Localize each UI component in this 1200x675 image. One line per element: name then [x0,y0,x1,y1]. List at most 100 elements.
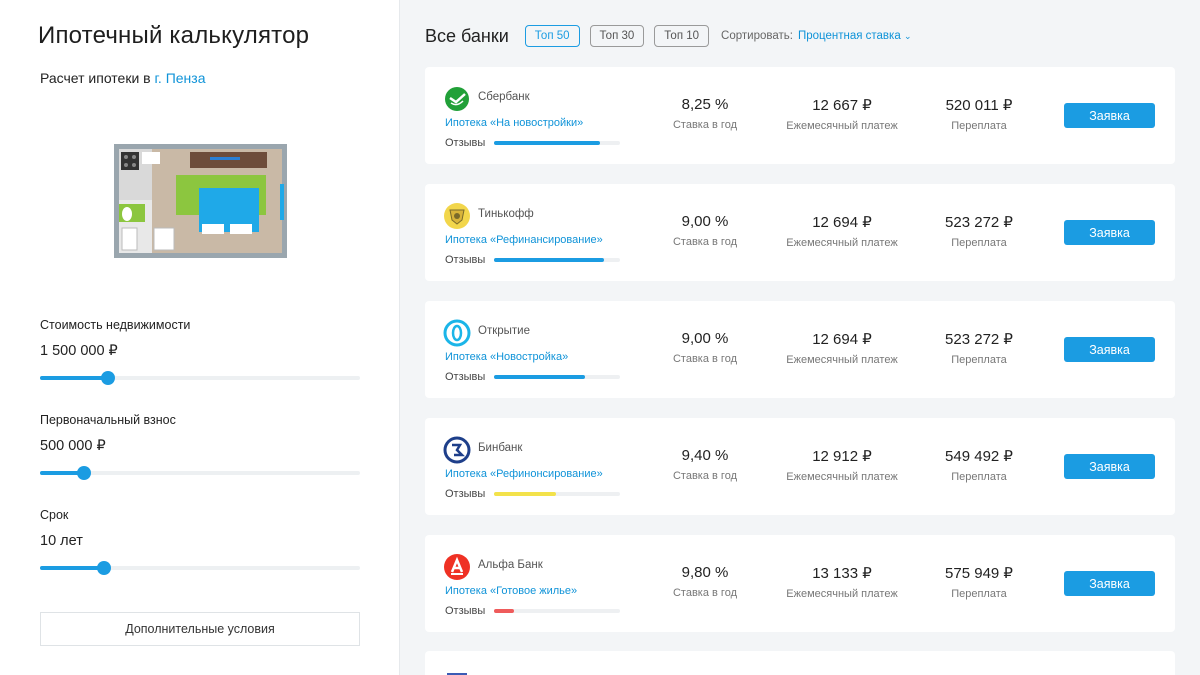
additional-conditions-button[interactable]: Дополнительные условия [40,612,360,646]
rate-value: 9,80 % [681,564,729,581]
tab-top-10[interactable]: Топ 10 [654,25,710,47]
reviews-rating-bar [494,258,620,262]
mortgage-product-link[interactable]: Ипотека «На новостройки» [445,117,584,129]
overpay-column: 575 949 ₽ Переплата [929,564,1029,600]
overpay-caption: Переплата [951,120,1007,132]
overpay-caption: Переплата [951,354,1007,366]
payment-value: 12 694 ₽ [812,331,872,348]
overpay-column: 549 492 ₽ Переплата [929,447,1029,483]
apply-button[interactable]: Заявка [1064,220,1155,245]
bank-logo-icon [443,436,471,464]
payment-column: 13 133 ₽ Ежемесячный платеж [777,564,907,600]
page-title: Ипотечный калькулятор [38,22,310,49]
all-banks-title: Все банки [425,25,509,46]
slider-handle[interactable] [97,561,111,575]
down-payment-slider[interactable] [40,466,360,480]
reviews-label: Отзывы [445,371,486,383]
property-price-value: 1 500 000 ₽ [40,343,118,359]
payment-column: 12 694 ₽ Ежемесячный платеж [777,330,907,366]
reviews-rating-bar [494,609,620,613]
reviews-rating-fill [494,375,585,379]
city-line: Расчет ипотеки в г. Пенза [40,70,205,86]
slider-fill [40,566,104,570]
slider-fill [40,471,85,475]
slider-handle[interactable] [77,466,92,480]
chevron-down-icon: ⌄ [903,31,912,41]
rate-caption: Ставка в год [672,119,737,131]
rate-column: 8,25 % Ставка в год [655,96,755,131]
sort-dropdown[interactable]: Процентная ставка ⌄ [798,30,912,42]
rate-value: 9,00 % [681,213,729,230]
payment-value: 12 667 ₽ [812,97,872,114]
payment-caption: Ежемесячный платеж [786,120,898,132]
reviews-label: Отзывы [445,254,486,266]
tab-top-30[interactable]: Топ 30 [589,25,645,47]
slider-handle[interactable] [101,371,116,385]
payment-value: 12 694 ₽ [812,214,872,231]
apply-button[interactable]: Заявка [1064,337,1155,362]
sort-value: Процентная ставка [797,30,901,42]
reviews-label: Отзывы [445,488,486,500]
rate-column: 9,00 % Ставка в год [655,213,755,248]
overpay-caption: Переплата [951,237,1007,249]
mortgage-product-link[interactable]: Ипотека «Рефинонсирование» [445,468,603,480]
overpay-value: 523 272 ₽ [945,331,1013,348]
city-link[interactable]: г. Пенза [154,70,206,86]
overpay-value: 523 272 ₽ [945,214,1013,231]
payment-caption: Ежемесячный платеж [786,588,898,600]
rate-column: 9,40 % Ставка в год [655,447,755,482]
apply-button[interactable]: Заявка [1064,103,1155,128]
overpay-column: 520 011 ₽ Переплата [929,96,1029,132]
payment-caption: Ежемесячный платеж [786,237,898,249]
bank-name: Альфа Банк [478,559,543,571]
reviews-rating-bar [494,375,620,379]
bank-logo-icon [443,85,471,113]
term-label: Срок [40,508,69,522]
bank-logo-icon [443,319,471,347]
payment-caption: Ежемесячный платеж [786,354,898,366]
payment-value: 12 912 ₽ [812,448,872,465]
overpay-caption: Переплата [951,588,1007,600]
bank-name: Тинькофф [478,208,534,220]
city-prefix: Расчет ипотеки в [40,70,151,86]
term-slider[interactable] [40,561,360,575]
payment-column: 12 912 ₽ Ежемесячный платеж [777,447,907,483]
payment-value: 13 133 ₽ [812,565,872,582]
bank-card: Бинбанк Ипотека «Рефинонсирование» Отзыв… [425,418,1175,515]
reviews-rating-bar [494,141,620,145]
bank-card: Тинькофф Ипотека «Рефинансирование» Отзы… [425,184,1175,281]
apartment-plan-illustration [114,144,287,258]
overpay-value: 575 949 ₽ [945,565,1013,582]
bank-card: Сбербанк Ипотека «На новостройки» Отзывы… [425,67,1175,164]
rate-column: 9,80 % Ставка в год [655,564,755,599]
mortgage-product-link[interactable]: Ипотека «Готовое жилье» [445,585,578,597]
bank-logo-icon [447,673,467,675]
rate-caption: Ставка в год [672,470,737,482]
property-price-slider[interactable] [40,371,360,385]
rate-caption: Ставка в год [672,587,737,599]
tab-top-50[interactable]: Топ 50 [524,25,580,47]
rate-value: 9,40 % [681,447,729,464]
overpay-column: 523 272 ₽ Переплата [929,330,1029,366]
bank-card: Открытие Ипотека «Новостройка» Отзывы 9,… [425,301,1175,398]
overpay-caption: Переплата [951,471,1007,483]
payment-column: 12 667 ₽ Ежемесячный платеж [777,96,907,132]
down-payment-label: Первоначальный взнос [40,413,176,427]
payment-caption: Ежемесячный платеж [786,471,898,483]
down-payment-value: 500 000 ₽ [40,438,106,454]
bank-name: Открытие [478,325,530,337]
overpay-value: 520 011 ₽ [945,97,1013,114]
bank-name: Сбербанк [478,91,530,103]
apply-button[interactable]: Заявка [1064,454,1155,479]
bank-logo-icon [443,553,471,581]
rate-caption: Ставка в год [672,353,737,365]
mortgage-product-link[interactable]: Ипотека «Новостройка» [445,351,569,363]
apply-button[interactable]: Заявка [1064,571,1155,596]
rate-value: 9,00 % [681,330,729,347]
mortgage-product-link[interactable]: Ипотека «Рефинансирование» [445,234,603,246]
calculator-panel: Ипотечный калькулятор Расчет ипотеки в г… [0,0,400,675]
bank-card-partial [425,651,1175,675]
overpay-value: 549 492 ₽ [945,448,1013,465]
slider-fill [40,376,109,380]
rate-value: 8,25 % [681,96,729,113]
